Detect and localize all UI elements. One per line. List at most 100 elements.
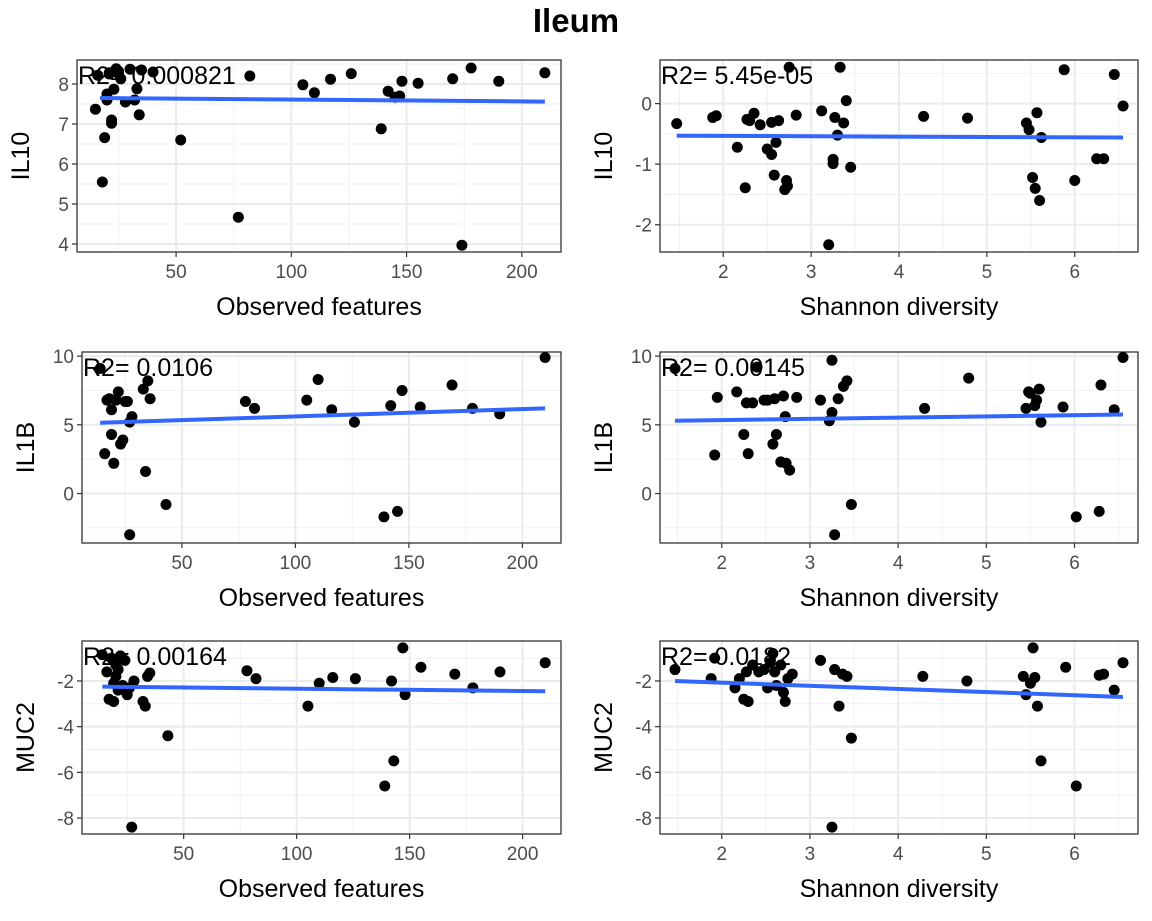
data-point (1035, 416, 1047, 428)
data-point (767, 438, 779, 450)
panel-border (659, 640, 1139, 835)
data-point (539, 351, 551, 363)
y-tick-label: -4 (635, 718, 652, 739)
data-point (754, 119, 766, 131)
data-point (449, 668, 461, 680)
data-point (731, 141, 743, 153)
data-point (709, 449, 721, 461)
x-tick-label: 5 (982, 262, 993, 283)
y-tick-label: -6 (635, 763, 652, 784)
data-point (249, 402, 261, 414)
y-axis-title: MUC2 (12, 702, 40, 773)
r2-annotation: R2= 0.000821 (78, 62, 236, 90)
data-point (112, 386, 124, 398)
data-point (144, 393, 156, 405)
data-point (829, 112, 841, 124)
data-point (415, 661, 427, 673)
data-point (777, 686, 789, 698)
data-point (1108, 69, 1120, 81)
data-point (325, 73, 337, 85)
data-point (301, 394, 313, 406)
data-point (493, 75, 505, 87)
data-point (742, 696, 754, 708)
data-point (126, 411, 138, 423)
data-point (108, 696, 120, 708)
data-point (751, 361, 763, 373)
data-point (131, 83, 143, 95)
data-point (378, 511, 390, 523)
regression-line (674, 412, 1124, 423)
r2-annotation: R2= 0.00145 (661, 354, 805, 382)
data-point (1029, 182, 1041, 194)
data-point (823, 239, 835, 251)
data-point (124, 63, 136, 75)
data-point (232, 211, 244, 223)
data-point (826, 821, 838, 833)
data-point (770, 428, 782, 440)
panel-border (659, 59, 1139, 253)
y-tick-label: -2 (57, 672, 74, 693)
data-point (106, 404, 118, 416)
data-point (1031, 700, 1043, 712)
data-point (308, 87, 320, 99)
data-point (297, 79, 309, 91)
data-point (1108, 684, 1120, 696)
data-point (742, 448, 754, 460)
data-point (669, 362, 681, 374)
x-axis-title: Observed features (216, 293, 422, 321)
x-tick-label: 100 (281, 844, 313, 865)
data-point (388, 755, 400, 767)
r2-annotation: R2= 0.0106 (83, 354, 213, 382)
data-point (764, 657, 776, 669)
data-point (349, 673, 361, 685)
data-point (1117, 351, 1129, 363)
data-point (414, 401, 426, 413)
data-point (791, 391, 803, 403)
y-axis-title: IL1B (590, 422, 618, 473)
data-point (128, 675, 140, 687)
data-point (918, 110, 930, 122)
y-tick-label: -1 (635, 155, 652, 176)
x-tick-label: 2 (716, 844, 727, 865)
data-point (392, 505, 404, 517)
data-point (710, 110, 722, 122)
data-point (845, 161, 857, 173)
data-point (786, 668, 798, 680)
x-tick-label: 100 (275, 262, 307, 283)
data-point (919, 402, 931, 414)
data-point (769, 393, 781, 405)
data-point (89, 103, 101, 115)
x-tick-label: 200 (506, 262, 538, 283)
data-point (711, 391, 723, 403)
data-point (841, 375, 853, 387)
data-point (709, 652, 721, 664)
y-tick-label: 7 (58, 115, 69, 136)
data-point (112, 664, 124, 676)
data-point (739, 182, 751, 194)
data-point (838, 117, 850, 129)
data-point (1098, 668, 1110, 680)
regression-line (674, 678, 1124, 699)
x-tick-label: 6 (1069, 553, 1080, 574)
y-tick-label: 5 (63, 416, 74, 437)
r2-annotation: R2= 5.45e-05 (661, 62, 813, 90)
data-point (826, 354, 838, 366)
data-point (101, 666, 113, 678)
data-point (396, 384, 408, 396)
data-point (1093, 505, 1105, 517)
regression-line (100, 96, 545, 104)
data-point (816, 105, 828, 117)
panel-il1b-observed: 50 100 150 200 0 5 10 R2= 0.0106 Observed featur… (12, 347, 562, 612)
y-axis-title: IL10 (590, 132, 618, 181)
data-point (147, 66, 159, 78)
data-point (963, 372, 975, 384)
x-tick-label: 3 (806, 262, 817, 283)
data-point (829, 529, 841, 541)
x-tick-label: 6 (1069, 844, 1080, 865)
y-tick-label: 0 (641, 95, 652, 116)
data-point (962, 112, 974, 124)
data-point (781, 180, 793, 192)
panel-muc2-shannon: 2 3 4 5 6 -8 -6 -4 -2 R2= 0.0182 Shannon diversity… (590, 640, 1139, 903)
data-point (142, 375, 154, 387)
